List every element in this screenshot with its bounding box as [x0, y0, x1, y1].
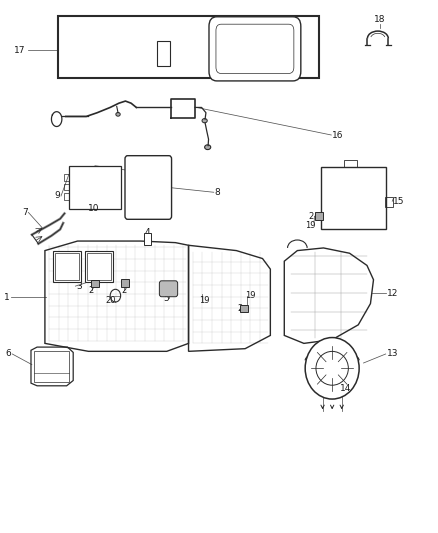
- Text: 19: 19: [245, 291, 256, 300]
- Bar: [385, 197, 393, 207]
- Text: 2: 2: [308, 212, 314, 221]
- Text: 2: 2: [238, 304, 243, 313]
- FancyBboxPatch shape: [209, 17, 301, 81]
- Bar: [315, 213, 322, 220]
- Ellipse shape: [205, 145, 211, 150]
- Ellipse shape: [202, 118, 207, 123]
- Text: 12: 12: [387, 288, 398, 297]
- Bar: [344, 160, 357, 167]
- FancyBboxPatch shape: [159, 281, 178, 297]
- Bar: [240, 305, 248, 312]
- Text: 16: 16: [332, 131, 344, 140]
- Text: 18: 18: [374, 15, 386, 25]
- Text: 1: 1: [4, 293, 10, 302]
- Bar: [157, 41, 170, 66]
- Bar: [121, 279, 129, 287]
- Bar: [69, 166, 121, 209]
- Bar: [58, 15, 319, 78]
- Ellipse shape: [305, 337, 359, 399]
- Bar: [91, 280, 99, 287]
- Text: 19: 19: [199, 296, 210, 305]
- Bar: [64, 174, 69, 181]
- Text: 15: 15: [393, 197, 405, 206]
- Ellipse shape: [116, 112, 120, 116]
- Bar: [87, 253, 111, 280]
- Text: 10: 10: [88, 204, 100, 213]
- Text: 8: 8: [215, 188, 220, 197]
- Bar: [85, 251, 113, 282]
- Text: 19: 19: [305, 221, 316, 230]
- Bar: [53, 251, 81, 282]
- Bar: [64, 193, 69, 200]
- Text: 11: 11: [134, 166, 145, 175]
- Text: 2: 2: [88, 286, 94, 295]
- Text: 4: 4: [145, 228, 150, 237]
- Bar: [55, 253, 79, 280]
- Bar: [64, 184, 69, 190]
- Text: 5: 5: [163, 294, 169, 303]
- Text: 20: 20: [106, 296, 117, 305]
- Text: 3: 3: [76, 281, 82, 290]
- Bar: [321, 167, 386, 229]
- Text: 9: 9: [54, 191, 60, 200]
- Text: 13: 13: [387, 350, 398, 359]
- Bar: [144, 233, 151, 245]
- FancyBboxPatch shape: [125, 156, 172, 219]
- Text: 6: 6: [5, 350, 11, 359]
- Text: 17: 17: [14, 46, 26, 55]
- Bar: [34, 351, 69, 382]
- Text: 2: 2: [121, 286, 126, 295]
- Text: 7: 7: [22, 208, 28, 217]
- Text: 14: 14: [339, 384, 351, 393]
